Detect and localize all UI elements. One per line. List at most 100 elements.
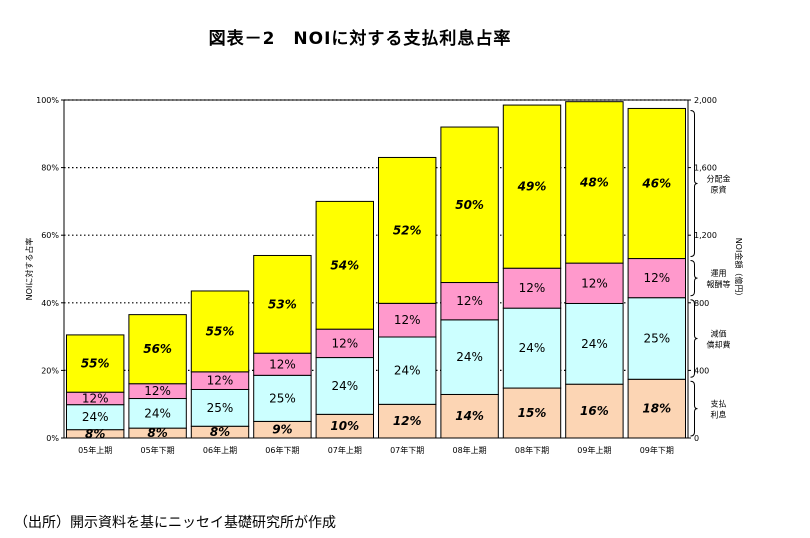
bar-segment bbox=[315, 200, 375, 330]
data-label: 24% bbox=[519, 341, 546, 355]
legend-label: 利息 bbox=[711, 410, 727, 420]
bar-segment bbox=[627, 258, 687, 299]
x-tick-label: 06年下期 bbox=[265, 445, 299, 455]
data-label: 25% bbox=[269, 391, 296, 405]
y-left-axis-title: NOIに対する占率 bbox=[24, 238, 34, 301]
y-right-tick-label: 1,600 bbox=[694, 164, 717, 173]
data-label: 24% bbox=[581, 337, 608, 351]
y-left-tick-label: 60% bbox=[41, 231, 59, 240]
bar-segment bbox=[502, 267, 562, 309]
y-right-tick-label: 0 bbox=[694, 434, 699, 443]
bar-segment bbox=[440, 393, 499, 439]
bar-segment bbox=[128, 398, 187, 429]
bar-segment bbox=[627, 297, 687, 380]
bar-segment bbox=[377, 302, 437, 338]
data-label: 15% bbox=[518, 406, 547, 420]
data-label: 25% bbox=[643, 331, 670, 345]
data-label: 25% bbox=[207, 401, 234, 415]
data-label: 8% bbox=[147, 426, 167, 440]
data-label: 12% bbox=[331, 336, 358, 350]
data-label: 53% bbox=[268, 297, 297, 311]
bar-segment bbox=[502, 307, 562, 389]
axes: 0% 20% 40% 60% 80% 100% 0 400 800 1,200 1,600 2,000… bbox=[24, 96, 744, 455]
bar-segment bbox=[565, 383, 624, 439]
x-tick-label: 05年下期 bbox=[141, 445, 175, 455]
data-label: 8% bbox=[85, 427, 105, 441]
x-tick-label: 07年下期 bbox=[390, 445, 424, 455]
source-note: （出所）開示資料を基にニッセイ基礎研究所が作成 bbox=[14, 515, 336, 531]
bar-stacks bbox=[65, 101, 687, 439]
data-label: 49% bbox=[517, 180, 547, 194]
legend-label: 減価 bbox=[711, 328, 727, 338]
y-left-tick-label: 40% bbox=[41, 299, 59, 308]
y-right-tick-label: 800 bbox=[694, 299, 709, 308]
legend-label: 償却費 bbox=[707, 339, 731, 349]
legend-label: 支払 bbox=[711, 399, 727, 409]
y-right-axis-title: NOI金額（億円） bbox=[734, 238, 744, 301]
data-label: 16% bbox=[580, 404, 609, 418]
legend-brace bbox=[690, 299, 698, 378]
data-label: 55% bbox=[206, 324, 235, 338]
y-right-tick-label: 400 bbox=[694, 366, 709, 375]
bar-segment bbox=[440, 282, 499, 321]
legend-label: 報酬等 bbox=[707, 279, 731, 289]
data-label: 56% bbox=[143, 342, 172, 356]
data-label: 24% bbox=[331, 379, 358, 393]
data-label: 24% bbox=[144, 406, 171, 420]
data-label: 18% bbox=[642, 402, 671, 416]
bar-segment bbox=[128, 314, 187, 385]
bar-segment bbox=[377, 156, 437, 304]
bar-segment bbox=[502, 104, 562, 269]
data-label: 12% bbox=[519, 281, 546, 295]
data-label: 12% bbox=[144, 384, 171, 398]
x-tick-label: 08年上期 bbox=[453, 445, 487, 455]
data-label: 24% bbox=[82, 410, 109, 424]
bar-segment bbox=[65, 404, 125, 431]
data-label: 50% bbox=[455, 198, 484, 212]
x-tick-label: 09年下期 bbox=[640, 445, 674, 455]
bar-segment bbox=[377, 336, 437, 405]
data-label: 12% bbox=[207, 374, 234, 388]
page-title: 図表－2 NOIに対する支払利息占率 bbox=[208, 29, 512, 49]
legend-brace bbox=[690, 260, 698, 297]
legend-label: 分配金 bbox=[707, 173, 731, 183]
data-labels: 8% 24% 12% 55% 8% 24% 12% 56% 8% 25% 12% 55% 9% 25% 12… bbox=[81, 175, 671, 440]
data-label: 12% bbox=[393, 414, 422, 428]
data-label: 12% bbox=[581, 276, 608, 290]
x-tick-label: 06年上期 bbox=[203, 445, 237, 455]
bar-segment bbox=[565, 302, 624, 385]
data-label: 46% bbox=[641, 176, 671, 190]
data-label: 12% bbox=[456, 294, 483, 308]
data-label: 10% bbox=[330, 419, 359, 433]
bar-segment bbox=[627, 107, 687, 260]
legend-brace bbox=[690, 380, 698, 437]
bar-segment bbox=[253, 254, 312, 354]
data-label: 24% bbox=[456, 350, 483, 364]
y-left-tick-label: 100% bbox=[36, 96, 59, 105]
data-label: 55% bbox=[81, 357, 110, 371]
data-label: 48% bbox=[579, 175, 609, 189]
x-tick-label: 09年上期 bbox=[577, 445, 611, 455]
data-label: 14% bbox=[455, 409, 484, 423]
data-label: 12% bbox=[394, 313, 421, 327]
y-left-tick-label: 20% bbox=[41, 366, 59, 375]
data-label: 8% bbox=[210, 425, 230, 439]
data-label: 12% bbox=[643, 271, 670, 285]
x-tick-label: 05年上期 bbox=[78, 445, 112, 455]
bar-segment bbox=[502, 387, 562, 439]
y-left-tick-label: 80% bbox=[41, 164, 59, 173]
data-label: 9% bbox=[272, 423, 292, 437]
plot-frame bbox=[63, 99, 689, 439]
bar-segment bbox=[565, 101, 624, 264]
bar-segment bbox=[190, 290, 250, 373]
y-right-tick-label: 2,000 bbox=[694, 96, 717, 105]
bar-segment bbox=[253, 374, 312, 422]
legend-label: 運用 bbox=[711, 269, 727, 278]
data-label: 12% bbox=[269, 357, 296, 371]
y-left-tick-label: 0% bbox=[46, 434, 59, 443]
y-right-tick-label: 1,200 bbox=[694, 231, 717, 240]
bar-segment bbox=[627, 378, 687, 439]
data-label: 52% bbox=[393, 223, 422, 237]
